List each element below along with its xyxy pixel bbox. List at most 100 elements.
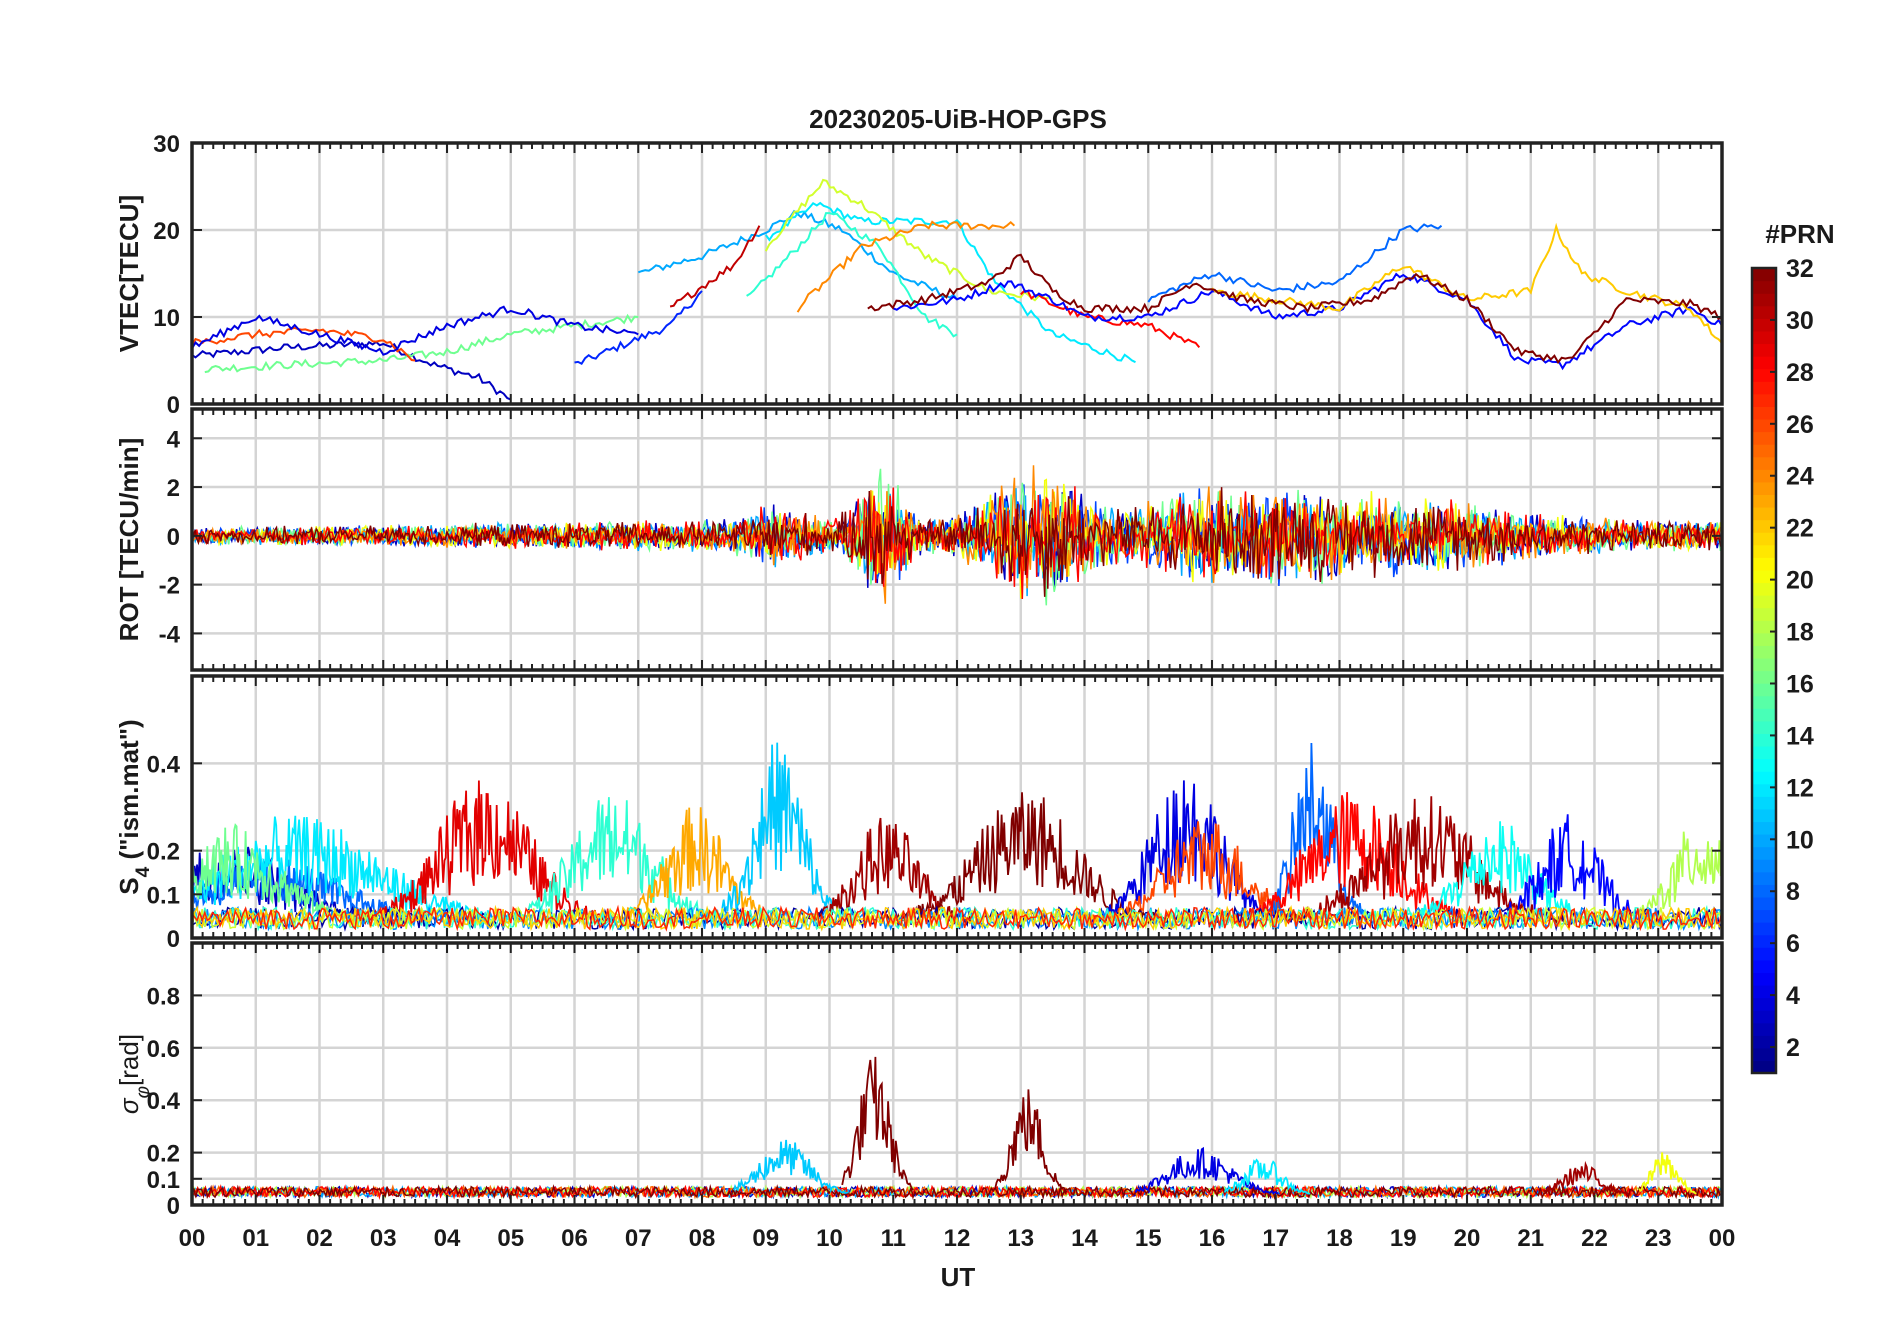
x-tick-label: 00 bbox=[1709, 1225, 1736, 1252]
rot-series-prn-32 bbox=[192, 487, 1722, 597]
x-tick-label: 12 bbox=[944, 1225, 971, 1252]
colorbar-segment bbox=[1752, 997, 1776, 1011]
colorbar-segment bbox=[1752, 846, 1776, 860]
x-tick-label: 13 bbox=[1007, 1225, 1034, 1252]
y-tick-label-sigma: 0.1 bbox=[147, 1167, 180, 1194]
vtec-series-prn-32 bbox=[867, 253, 1722, 365]
colorbar-segment bbox=[1752, 720, 1776, 734]
x-tick-label: 19 bbox=[1390, 1225, 1417, 1252]
colorbar-segment bbox=[1752, 783, 1776, 797]
panel-s4: 0 0.1 0.2 0.4S4 ("ism.mat") bbox=[114, 674, 1724, 953]
colorbar-segment bbox=[1752, 959, 1776, 973]
colorbar-segment bbox=[1752, 1022, 1776, 1036]
x-tick-label: 06 bbox=[561, 1225, 588, 1252]
series-group-vtec bbox=[192, 178, 1722, 401]
s4-series-prn-4 bbox=[1087, 780, 1286, 923]
colorbar-segment bbox=[1752, 431, 1776, 445]
axes-frame-s4 bbox=[190, 674, 1724, 940]
colorbar-tick-label: 22 bbox=[1786, 515, 1814, 543]
colorbar-tick-label: 12 bbox=[1786, 774, 1814, 802]
colorbar-segment bbox=[1752, 1010, 1776, 1024]
x-tick-label: 23 bbox=[1645, 1225, 1672, 1252]
colorbar-tick-label: 14 bbox=[1786, 722, 1814, 750]
colorbar-segment bbox=[1752, 771, 1776, 785]
y-tick-label-sigma: 0 bbox=[167, 1193, 180, 1220]
colorbar-segment bbox=[1752, 305, 1776, 319]
x-tick-label: 18 bbox=[1326, 1225, 1353, 1252]
x-tick-label: 11 bbox=[881, 1225, 906, 1252]
colorbar-segment bbox=[1752, 947, 1776, 961]
colorbar-segment bbox=[1752, 469, 1776, 483]
colorbar-segment bbox=[1752, 645, 1776, 659]
series-group-rot bbox=[192, 465, 1722, 606]
x-tick-label: 22 bbox=[1581, 1225, 1608, 1252]
colorbar-segment bbox=[1752, 632, 1776, 646]
colorbar-segment bbox=[1752, 569, 1776, 584]
y-tick-label-sigma: 0.2 bbox=[147, 1141, 180, 1168]
colorbar-segment bbox=[1752, 670, 1776, 684]
colorbar-tick-label: 24 bbox=[1786, 463, 1814, 491]
x-axis: UT 00 01 02 03 04 05 06 07 08 09 10 11 12 13 14 15 16 17 1… bbox=[179, 1225, 1736, 1292]
x-tick-label: 01 bbox=[242, 1225, 269, 1252]
colorbar-tick-label: 4 bbox=[1786, 982, 1800, 1010]
panel-sigma: 00.10.2 0.4 0.6 0.8 σφ[rad] bbox=[114, 941, 1724, 1220]
colorbar-segment bbox=[1752, 506, 1776, 521]
x-tick-label: 15 bbox=[1135, 1225, 1162, 1252]
x-tick-label: 09 bbox=[752, 1225, 779, 1252]
colorbar-tick-label: 28 bbox=[1786, 359, 1814, 387]
colorbar-segment bbox=[1752, 557, 1776, 571]
colorbar-segment bbox=[1752, 884, 1776, 898]
colorbar-segment bbox=[1752, 368, 1776, 382]
colorbar-segment bbox=[1752, 381, 1776, 395]
y-tick-label-rot: -4 bbox=[159, 621, 181, 648]
vtec-series-prn-28 bbox=[1020, 289, 1201, 349]
colorbar-segment bbox=[1752, 519, 1776, 533]
vtec-series-prn-26 bbox=[192, 326, 416, 362]
x-tick-label: 17 bbox=[1262, 1225, 1289, 1252]
s4-series-prn-29 bbox=[358, 780, 613, 926]
colorbar-tick-label: 16 bbox=[1786, 670, 1814, 698]
colorbar-segment bbox=[1752, 582, 1776, 596]
colorbar-segment bbox=[1752, 481, 1776, 496]
colorbar-tick-label: 10 bbox=[1786, 826, 1814, 854]
colorbar-tick-label: 8 bbox=[1786, 878, 1800, 906]
colorbar-tick-label: 6 bbox=[1786, 930, 1800, 958]
colorbar-segment bbox=[1752, 406, 1776, 420]
colorbar-segment bbox=[1752, 544, 1776, 558]
colorbar-segment bbox=[1752, 318, 1776, 332]
colorbar-segment bbox=[1752, 532, 1776, 546]
x-tick-label: 21 bbox=[1517, 1225, 1544, 1252]
colorbar-tick-label: 32 bbox=[1786, 255, 1814, 283]
chart-title: 20230205-UiB-HOP-GPS bbox=[809, 104, 1107, 134]
s4-series-prn-14 bbox=[499, 797, 726, 925]
y-tick-label-vtec: 20 bbox=[153, 218, 180, 245]
y-tick-label-sigma: 0.8 bbox=[147, 983, 180, 1010]
colorbar-segment bbox=[1752, 695, 1776, 709]
colorbar-segment bbox=[1752, 494, 1776, 508]
y-tick-label-vtec: 0 bbox=[167, 392, 180, 419]
x-tick-label: 00 bbox=[179, 1225, 206, 1252]
vtec-series-prn-19 bbox=[764, 178, 1054, 302]
x-tick-label: 14 bbox=[1071, 1225, 1098, 1252]
colorbar-segment bbox=[1752, 733, 1776, 747]
x-tick-label: 10 bbox=[816, 1225, 843, 1252]
y-axis-label-vtec: VTEC[TECU] bbox=[114, 195, 144, 352]
colorbar-frame bbox=[1750, 266, 1778, 1075]
s4-baseline-prn-2 bbox=[192, 904, 1722, 932]
y-tick-label-vtec: 30 bbox=[153, 131, 180, 158]
colorbar-segment bbox=[1752, 280, 1776, 294]
axes-frame-rot bbox=[190, 407, 1724, 672]
y-tick-label-sigma: 0.4 bbox=[147, 1088, 181, 1115]
colorbar-tick-label: 30 bbox=[1786, 307, 1814, 335]
colorbar-segment bbox=[1752, 620, 1776, 634]
s4-series-prn-28 bbox=[1225, 792, 1480, 924]
s4-series-prn-23 bbox=[610, 807, 781, 928]
axes-frame-vtec bbox=[190, 141, 1724, 406]
y-axis-label-rot: ROT [TECU/min] bbox=[114, 438, 144, 642]
colorbar-segment bbox=[1752, 821, 1776, 835]
s4-series-prn-31 bbox=[801, 817, 972, 926]
colorbar-tick-label: 20 bbox=[1786, 567, 1814, 595]
colorbar-segment bbox=[1752, 595, 1776, 609]
colorbar-segment bbox=[1752, 934, 1776, 948]
